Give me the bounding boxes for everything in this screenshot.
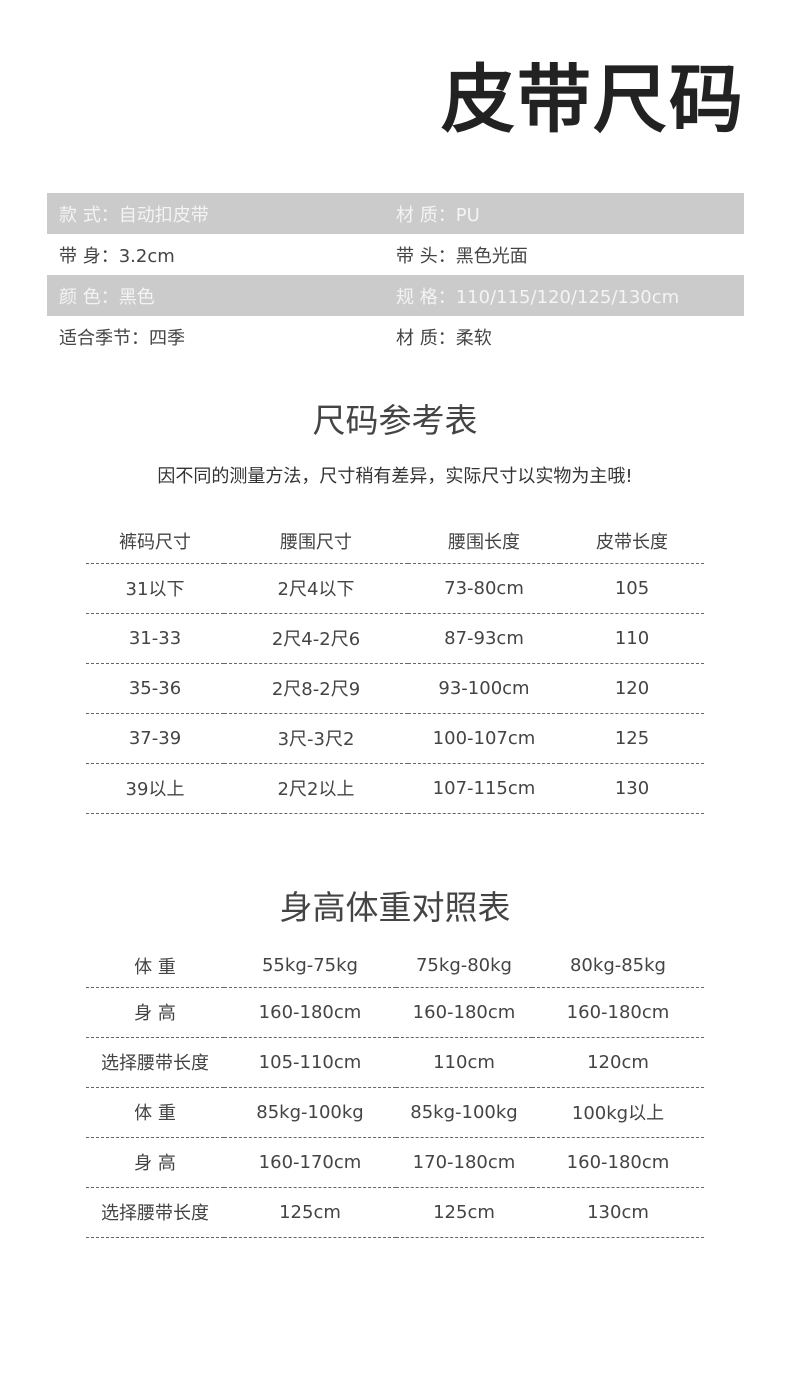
table-cell: 2尺4-2尺6 <box>224 613 408 664</box>
spec-row: 带 身：3.2cm 带 头：黑色光面 <box>47 234 744 275</box>
table-cell: 体 重 <box>86 1087 224 1138</box>
spec-sizes: 规 格：110/115/120/125/130cm <box>396 286 680 308</box>
table-row: 39以上 2尺2以上 107-115cm 130 <box>86 763 704 814</box>
table-cell: 107-115cm <box>408 763 560 814</box>
table-cell: 110 <box>560 613 704 664</box>
table-cell: 31以下 <box>86 563 224 614</box>
table-cell: 130cm <box>532 1187 704 1238</box>
page-title: 皮带尺码 <box>441 57 745 143</box>
table-cell: 130 <box>560 763 704 814</box>
spec-row: 颜 色：黑色 规 格：110/115/120/125/130cm <box>47 275 744 316</box>
table-row: 身 高 160-180cm 160-180cm 160-180cm <box>86 987 704 1038</box>
table-cell: 160-180cm <box>532 987 704 1038</box>
table-cell: 93-100cm <box>408 663 560 714</box>
table-cell: 2尺8-2尺9 <box>224 663 408 714</box>
table-cell: 体 重 <box>86 945 224 988</box>
table-cell: 身 高 <box>86 987 224 1038</box>
table-cell: 160-180cm <box>532 1137 704 1188</box>
size-note: 因不同的测量方法，尺寸稍有差异，实际尺寸以实物为主哦! <box>157 466 633 487</box>
spec-width: 带 身：3.2cm <box>59 245 175 267</box>
spec-style: 款 式：自动扣皮带 <box>59 204 209 226</box>
table-header-row: 裤码尺寸 腰围尺寸 腰围长度 皮带长度 <box>86 520 704 564</box>
spec-row: 款 式：自动扣皮带 材 质：PU <box>47 193 744 234</box>
table-cell: 120 <box>560 663 704 714</box>
table-cell: 2尺2以上 <box>224 763 408 814</box>
table-cell: 125cm <box>396 1187 532 1238</box>
table-cell: 160-180cm <box>224 987 396 1038</box>
spec-buckle: 带 头：黑色光面 <box>396 245 528 267</box>
table-cell: 裤码尺寸 <box>86 520 224 564</box>
table-cell: 腰围长度 <box>408 520 560 564</box>
table-cell: 3尺-3尺2 <box>224 713 408 764</box>
table-cell: 35-36 <box>86 663 224 714</box>
spec-season: 适合季节：四季 <box>59 327 185 349</box>
table-row: 体 重 85kg-100kg 85kg-100kg 100kg以上 <box>86 1087 704 1138</box>
table-cell: 125 <box>560 713 704 764</box>
table-cell: 腰围尺寸 <box>224 520 408 564</box>
table-row: 选择腰带长度 105-110cm 110cm 120cm <box>86 1037 704 1088</box>
table-cell: 选择腰带长度 <box>86 1037 224 1088</box>
table-cell: 73-80cm <box>408 563 560 614</box>
table-cell: 100-107cm <box>408 713 560 764</box>
table-cell: 39以上 <box>86 763 224 814</box>
body-table: 体 重 55kg-75kg 75kg-80kg 80kg-85kg 身 高 160-180… <box>86 945 704 1238</box>
table-cell: 身 高 <box>86 1137 224 1188</box>
size-table-title: 尺码参考表 <box>312 401 478 440</box>
table-row: 身 高 160-170cm 170-180cm 160-180cm <box>86 1137 704 1188</box>
table-cell: 160-170cm <box>224 1137 396 1188</box>
size-table: 裤码尺寸 腰围尺寸 腰围长度 皮带长度 31以下 2尺4以下 73-80cm 105 31-33… <box>86 520 704 814</box>
table-cell: 160-180cm <box>396 987 532 1038</box>
spec-row: 适合季节：四季 材 质：柔软 <box>47 316 744 357</box>
table-row: 体 重 55kg-75kg 75kg-80kg 80kg-85kg <box>86 945 704 988</box>
spec-material: 材 质：PU <box>396 204 480 226</box>
table-cell: 85kg-100kg <box>224 1087 396 1138</box>
table-cell: 55kg-75kg <box>224 945 396 988</box>
table-cell: 80kg-85kg <box>532 945 704 988</box>
table-cell: 125cm <box>224 1187 396 1238</box>
table-cell: 37-39 <box>86 713 224 764</box>
table-cell: 85kg-100kg <box>396 1087 532 1138</box>
table-cell: 110cm <box>396 1037 532 1088</box>
table-cell: 2尺4以下 <box>224 563 408 614</box>
table-row: 31以下 2尺4以下 73-80cm 105 <box>86 563 704 614</box>
table-cell: 31-33 <box>86 613 224 664</box>
table-cell: 皮带长度 <box>560 520 704 564</box>
spec-color: 颜 色：黑色 <box>59 286 155 308</box>
table-row: 37-39 3尺-3尺2 100-107cm 125 <box>86 713 704 764</box>
spec-list: 款 式：自动扣皮带 材 质：PU 带 身：3.2cm 带 头：黑色光面 颜 色：黑色… <box>47 193 744 357</box>
table-row: 35-36 2尺8-2尺9 93-100cm 120 <box>86 663 704 714</box>
table-row: 31-33 2尺4-2尺6 87-93cm 110 <box>86 613 704 664</box>
table-cell: 87-93cm <box>408 613 560 664</box>
spec-texture: 材 质：柔软 <box>396 327 492 349</box>
table-cell: 75kg-80kg <box>396 945 532 988</box>
body-table-title: 身高体重对照表 <box>279 888 511 927</box>
table-cell: 105-110cm <box>224 1037 396 1088</box>
table-cell: 170-180cm <box>396 1137 532 1188</box>
table-cell: 120cm <box>532 1037 704 1088</box>
table-cell: 选择腰带长度 <box>86 1187 224 1238</box>
table-cell: 100kg以上 <box>532 1087 704 1138</box>
table-cell: 105 <box>560 563 704 614</box>
table-row: 选择腰带长度 125cm 125cm 130cm <box>86 1187 704 1238</box>
